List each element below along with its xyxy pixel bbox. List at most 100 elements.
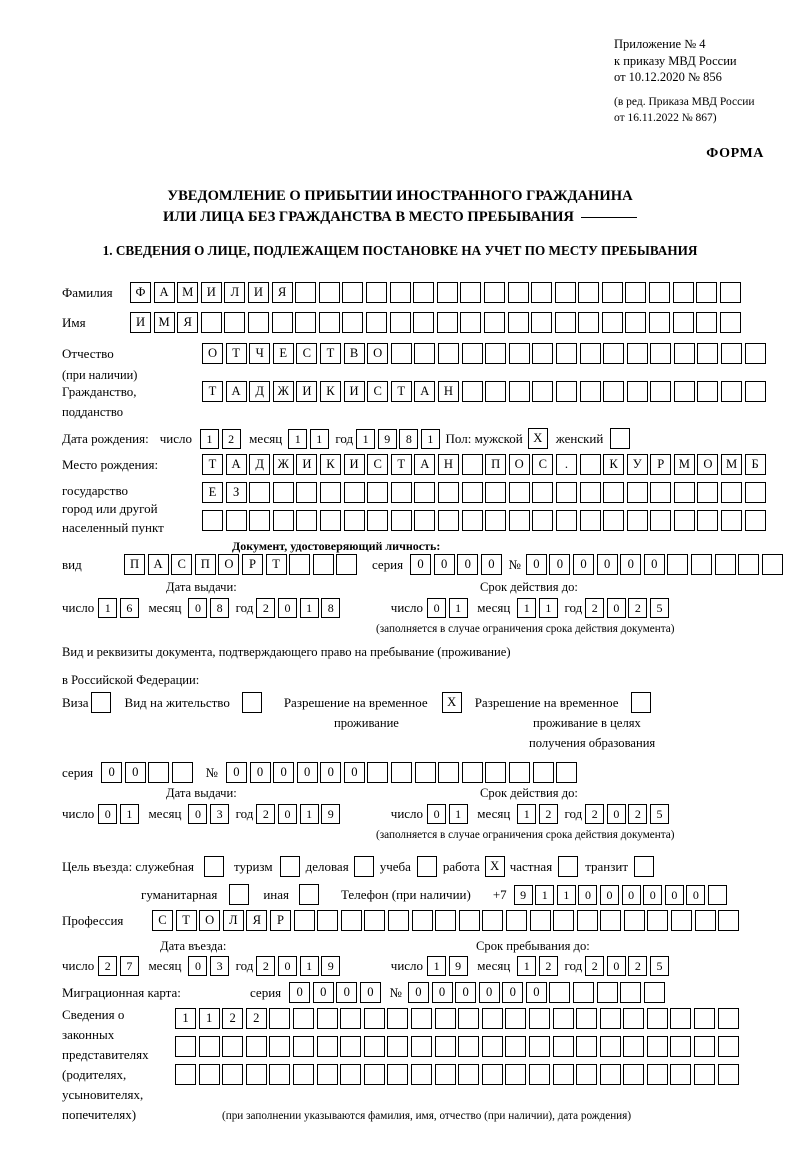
input-cell[interactable] [717, 1008, 739, 1029]
input-cell[interactable] [601, 312, 623, 333]
input-cell[interactable]: Я [271, 282, 293, 303]
input-cell[interactable]: 2 [585, 956, 605, 976]
input-cell[interactable]: 0 [278, 804, 298, 824]
input-cell[interactable]: 9 [448, 956, 468, 976]
input-cell[interactable] [509, 762, 531, 783]
input-cell[interactable] [458, 910, 480, 931]
input-cell[interactable] [434, 1008, 456, 1029]
input-cell[interactable] [269, 1064, 291, 1085]
input-cell[interactable]: И [343, 454, 365, 475]
input-cell[interactable] [363, 1064, 385, 1085]
input-cell[interactable]: 0 [600, 884, 620, 905]
input-cell[interactable]: 6 [119, 598, 139, 618]
input-cell[interactable]: И [247, 282, 269, 303]
input-cell[interactable] [555, 381, 577, 402]
input-cell[interactable]: 0 [457, 554, 479, 575]
input-cell[interactable]: 2 [256, 956, 276, 976]
input-cell[interactable]: Т [390, 381, 412, 402]
input-cell[interactable]: 2 [538, 956, 558, 976]
input-cell[interactable]: И [200, 282, 222, 303]
sex-male-checkbox[interactable]: X [527, 428, 548, 449]
input-cell[interactable] [576, 1036, 598, 1057]
input-cell[interactable]: 0 [188, 598, 208, 618]
input-cell[interactable]: С [367, 381, 389, 402]
birth-place-cells-3[interactable] [202, 510, 768, 531]
input-cell[interactable] [343, 482, 365, 503]
input-cell[interactable]: 0 [525, 554, 547, 575]
input-cell[interactable]: 1 [299, 598, 319, 618]
input-cell[interactable] [413, 312, 435, 333]
input-cell[interactable] [391, 762, 413, 783]
input-cell[interactable]: Е [202, 482, 223, 503]
input-cell[interactable]: 1 [119, 804, 139, 824]
input-cell[interactable] [528, 1036, 550, 1057]
input-cell[interactable]: 0 [312, 982, 334, 1003]
input-cell[interactable]: 3 [210, 804, 230, 824]
input-cell[interactable]: 9 [321, 804, 341, 824]
input-cell[interactable] [461, 343, 483, 364]
input-cell[interactable] [481, 1064, 503, 1085]
input-cell[interactable] [295, 282, 317, 303]
input-cell[interactable] [721, 510, 743, 531]
input-cell[interactable]: 0 [573, 554, 595, 575]
input-cell[interactable] [387, 1036, 409, 1057]
input-cell[interactable]: Т [390, 454, 412, 475]
input-cell[interactable] [485, 381, 507, 402]
input-cell[interactable] [578, 312, 600, 333]
input-cell[interactable]: 0 [664, 884, 684, 905]
input-cell[interactable]: 1 [309, 428, 329, 449]
input-cell[interactable] [579, 343, 601, 364]
input-cell[interactable] [647, 910, 669, 931]
input-cell[interactable]: 9 [377, 428, 397, 449]
input-cell[interactable]: 1 [517, 956, 537, 976]
input-cell[interactable] [198, 1064, 220, 1085]
input-cell[interactable]: 1 [517, 804, 537, 824]
input-cell[interactable]: 2 [628, 956, 648, 976]
input-cell[interactable] [649, 282, 671, 303]
input-cell[interactable] [340, 910, 362, 931]
input-cell[interactable] [387, 1008, 409, 1029]
input-cell[interactable] [292, 1036, 314, 1057]
input-cell[interactable] [292, 1064, 314, 1085]
input-cell[interactable] [461, 482, 483, 503]
input-cell[interactable]: Р [650, 454, 672, 475]
input-cell[interactable]: П [124, 554, 145, 575]
input-cell[interactable]: В [343, 343, 365, 364]
input-cell[interactable] [461, 381, 483, 402]
input-cell[interactable] [148, 762, 170, 783]
input-cell[interactable] [483, 312, 505, 333]
input-cell[interactable] [603, 510, 625, 531]
input-cell[interactable] [579, 510, 601, 531]
input-cell[interactable] [625, 312, 647, 333]
input-cell[interactable] [363, 1036, 385, 1057]
input-cell[interactable]: 5 [650, 598, 669, 618]
legal-rep-cells-3[interactable] [175, 1064, 741, 1085]
input-cell[interactable] [436, 282, 458, 303]
input-cell[interactable]: А [225, 381, 247, 402]
input-cell[interactable] [694, 1036, 716, 1057]
input-cell[interactable]: 0 [502, 982, 524, 1003]
input-cell[interactable]: 0 [278, 956, 298, 976]
input-cell[interactable]: Е [272, 343, 294, 364]
input-cell[interactable]: 1 [538, 598, 558, 618]
input-cell[interactable] [623, 1064, 645, 1085]
input-cell[interactable]: 2 [256, 598, 276, 618]
input-cell[interactable] [317, 910, 339, 931]
input-cell[interactable] [531, 312, 553, 333]
input-cell[interactable] [508, 482, 530, 503]
input-cell[interactable] [714, 554, 736, 575]
input-cell[interactable]: 0 [101, 762, 123, 783]
input-cell[interactable] [458, 1064, 480, 1085]
input-cell[interactable] [579, 454, 601, 475]
input-cell[interactable] [293, 910, 315, 931]
input-cell[interactable]: 0 [455, 982, 477, 1003]
input-cell[interactable]: Т [225, 343, 247, 364]
